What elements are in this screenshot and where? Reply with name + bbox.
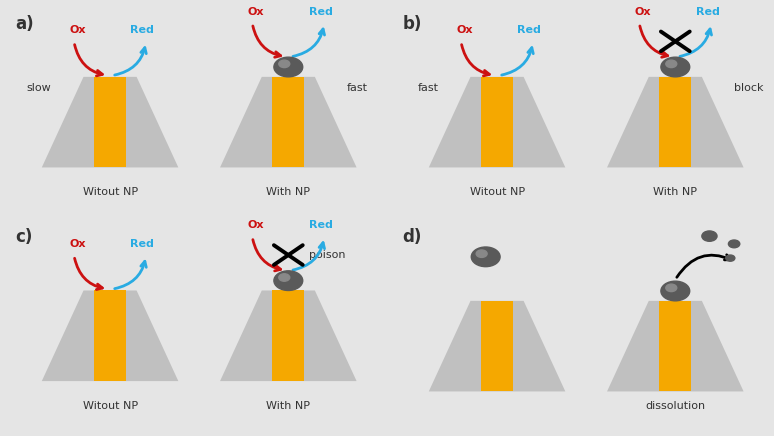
Text: Ox: Ox (635, 7, 652, 17)
Text: Witout NP: Witout NP (83, 401, 138, 411)
Text: Witout NP: Witout NP (470, 187, 525, 197)
Text: a): a) (15, 15, 34, 33)
Text: Ox: Ox (457, 25, 473, 35)
Text: With NP: With NP (266, 187, 310, 197)
Text: Ox: Ox (70, 239, 86, 249)
Text: d): d) (402, 228, 422, 246)
Polygon shape (272, 77, 304, 167)
Text: With NP: With NP (266, 401, 310, 411)
Circle shape (476, 250, 487, 257)
Circle shape (661, 281, 690, 301)
Text: Red: Red (130, 25, 154, 35)
Polygon shape (481, 77, 513, 167)
Polygon shape (481, 301, 513, 392)
Text: b): b) (402, 15, 422, 33)
Polygon shape (220, 290, 357, 381)
Text: Ox: Ox (248, 221, 265, 230)
Text: Red: Red (309, 221, 333, 230)
Text: Ox: Ox (70, 25, 86, 35)
Text: Red: Red (696, 7, 720, 17)
Circle shape (702, 231, 717, 241)
Polygon shape (272, 290, 304, 381)
Polygon shape (94, 290, 126, 381)
Polygon shape (429, 301, 565, 392)
Circle shape (279, 60, 289, 68)
Text: poison: poison (309, 250, 346, 260)
Polygon shape (607, 301, 744, 392)
Polygon shape (659, 301, 691, 392)
Polygon shape (607, 77, 744, 167)
Text: dissolution: dissolution (646, 401, 705, 411)
Text: Ox: Ox (248, 7, 265, 17)
Circle shape (666, 60, 676, 68)
Text: Red: Red (130, 239, 154, 249)
Circle shape (726, 255, 735, 261)
Text: c): c) (15, 228, 33, 246)
Circle shape (274, 271, 303, 290)
Text: Red: Red (309, 7, 333, 17)
Text: fast: fast (417, 84, 438, 93)
Text: Witout NP: Witout NP (83, 187, 138, 197)
Circle shape (274, 57, 303, 77)
Circle shape (661, 57, 690, 77)
Circle shape (279, 274, 289, 281)
Text: block: block (734, 84, 764, 93)
Polygon shape (429, 77, 565, 167)
Circle shape (728, 240, 740, 248)
Polygon shape (659, 77, 691, 167)
Circle shape (471, 247, 500, 267)
Polygon shape (42, 77, 178, 167)
Text: slow: slow (26, 84, 51, 93)
Polygon shape (94, 77, 126, 167)
Text: fast: fast (347, 84, 368, 93)
Polygon shape (42, 290, 178, 381)
Polygon shape (220, 77, 357, 167)
Text: With NP: With NP (653, 187, 697, 197)
Circle shape (666, 284, 676, 292)
Text: Red: Red (517, 25, 541, 35)
